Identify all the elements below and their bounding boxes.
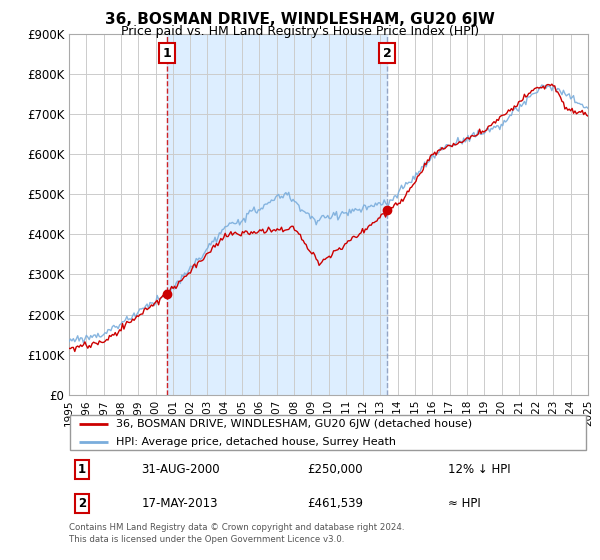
Text: 17-MAY-2013: 17-MAY-2013: [142, 497, 218, 510]
Text: ≈ HPI: ≈ HPI: [448, 497, 481, 510]
Text: 12% ↓ HPI: 12% ↓ HPI: [448, 463, 511, 476]
Text: HPI: Average price, detached house, Surrey Heath: HPI: Average price, detached house, Surr…: [116, 437, 396, 447]
Bar: [167, 34, 387, 395]
Text: 1: 1: [163, 47, 172, 60]
Text: This data is licensed under the Open Government Licence v3.0.: This data is licensed under the Open Gov…: [69, 535, 344, 544]
Text: 31-AUG-2000: 31-AUG-2000: [142, 463, 220, 476]
Text: £250,000: £250,000: [308, 463, 364, 476]
Text: 36, BOSMAN DRIVE, WINDLESHAM, GU20 6JW (detached house): 36, BOSMAN DRIVE, WINDLESHAM, GU20 6JW (…: [116, 419, 472, 429]
Text: 36, BOSMAN DRIVE, WINDLESHAM, GU20 6JW: 36, BOSMAN DRIVE, WINDLESHAM, GU20 6JW: [105, 12, 495, 27]
Text: 2: 2: [383, 47, 391, 60]
Text: £461,539: £461,539: [308, 497, 364, 510]
Text: 2: 2: [78, 497, 86, 510]
Text: 1: 1: [78, 463, 86, 476]
Text: Price paid vs. HM Land Registry's House Price Index (HPI): Price paid vs. HM Land Registry's House …: [121, 25, 479, 38]
Text: Contains HM Land Registry data © Crown copyright and database right 2024.: Contains HM Land Registry data © Crown c…: [69, 523, 404, 532]
FancyBboxPatch shape: [70, 416, 586, 450]
